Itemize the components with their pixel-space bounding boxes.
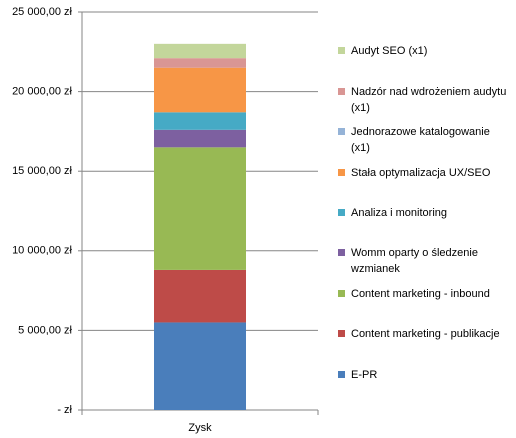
legend-entry: Analiza i monitoring [338,205,510,221]
bar-segment [154,147,246,270]
bar-segment [154,322,246,410]
bar-segment [154,129,246,148]
x-tick-label: Zysk [188,422,212,434]
legend-label: Audyt SEO (x1) [351,45,428,57]
bar-segment [154,269,246,323]
y-tick-label: 25 000,00 zł [12,6,72,18]
legend-label: E-PR [351,369,378,381]
legend-entry: Audyt SEO (x1) [338,43,510,59]
y-tick-label: 20 000,00 zł [12,86,72,98]
legend-swatch [338,128,345,135]
y-tick-label: 15 000,00 zł [12,165,72,177]
y-tick-label: 10 000,00 zł [12,245,72,257]
legend-swatch [338,249,345,256]
bar-segment [154,58,246,68]
legend-swatch [338,47,345,54]
legend-label: Womm oparty o śledzenie wzmianek [351,247,478,275]
legend-entry: Stała optymalizacja UX/SEO [338,165,510,181]
legend-entry: Nadzór nad wdrożeniem audytu (x1) [338,84,510,116]
legend-swatch [338,290,345,297]
legend-label: Jednorazowe katalogowanie (x1) [351,126,490,154]
bar-segment [154,67,246,113]
legend-swatch [338,371,345,378]
legend-entry: Jednorazowe katalogowanie (x1) [338,124,510,156]
legend-entry: Content marketing - publikacje [338,326,510,342]
legend-swatch [338,88,345,95]
y-tick-label: - zł [57,404,72,416]
legend-swatch [338,330,345,337]
legend-label: Content marketing - inbound [351,288,490,300]
legend-swatch [338,169,345,176]
legend-label: Stała optymalizacja UX/SEO [351,167,491,179]
legend-entry: E-PR [338,367,510,383]
y-tick-label: 5 000,00 zł [18,324,72,336]
legend-swatch [338,209,345,216]
legend-entry: Content marketing - inbound [338,286,510,302]
legend-label: Nadzór nad wdrożeniem audytu (x1) [351,86,507,114]
bar-segment [154,43,246,59]
legend-label: Content marketing - publikacje [351,328,500,340]
bar-segment [154,112,246,130]
legend-label: Analiza i monitoring [351,207,447,219]
legend-entry: Womm oparty o śledzenie wzmianek [338,245,510,277]
